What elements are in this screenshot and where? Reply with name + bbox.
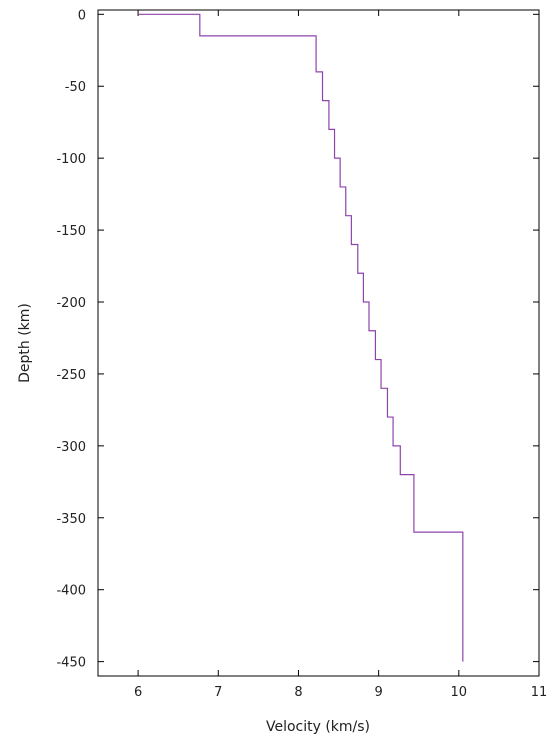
axis-tick-labels: 6 7 8 9 10 11 0 -50 -100 -150 -200 -250 -300 -350 -400… [56, 8, 547, 700]
series-layer [138, 13, 464, 662]
y-tick-label: -450 [56, 656, 86, 671]
x-tick-label: 7 [214, 685, 222, 700]
y-tick-label: -350 [56, 512, 86, 527]
velocity-profile-line [138, 13, 464, 662]
x-tick-label: 9 [374, 685, 382, 700]
axis-ticks [98, 10, 540, 676]
y-tick-label: -200 [56, 296, 86, 311]
y-tick-label: 0 [78, 8, 86, 23]
x-tick-label: 8 [294, 685, 302, 700]
y-tick-label: -150 [56, 224, 86, 239]
y-tick-label: -300 [56, 440, 86, 455]
y-tick-label: -400 [56, 584, 86, 599]
y-tick-label: -50 [65, 80, 86, 95]
y-axis-title: Depth (km) [17, 303, 33, 383]
x-tick-label: 10 [451, 685, 468, 700]
x-axis-title: Velocity (km/s) [266, 719, 370, 735]
x-tick-label: 6 [134, 685, 142, 700]
y-tick-label: -100 [56, 152, 86, 167]
y-tick-label: -250 [56, 368, 86, 383]
plot-frame [97, 9, 540, 677]
x-tick-label: 11 [531, 685, 548, 700]
